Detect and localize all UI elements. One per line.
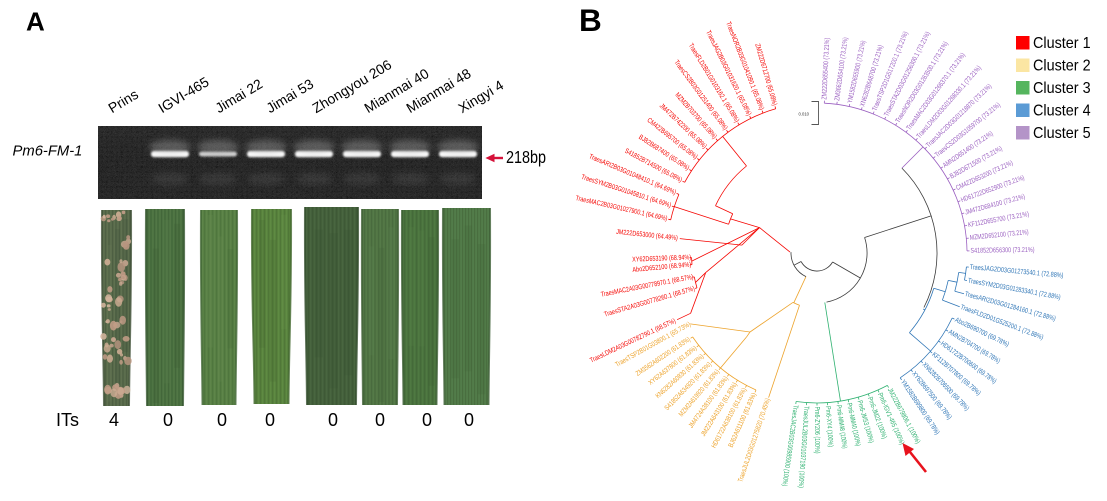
svg-text:Cluster 5: Cluster 5 <box>1033 124 1091 142</box>
svg-text:XY62D653190 (68.94%): XY62D653190 (68.94%) <box>632 254 691 263</box>
svg-text:ITs: ITs <box>56 410 79 430</box>
svg-text:Pm6-ZY206 (100%): Pm6-ZY206 (100%) <box>813 407 820 454</box>
svg-text:Pm6-FM-1: Pm6-FM-1 <box>13 144 83 160</box>
svg-text:Cluster 4: Cluster 4 <box>1033 102 1091 120</box>
svg-text:0: 0 <box>328 410 338 430</box>
svg-text:0: 0 <box>163 410 173 430</box>
svg-text:0: 0 <box>217 410 227 430</box>
svg-text:Cluster 3: Cluster 3 <box>1033 79 1091 97</box>
svg-text:Cluster 1: Cluster 1 <box>1033 34 1091 52</box>
svg-text:0: 0 <box>464 410 474 430</box>
svg-text:A: A <box>26 7 45 37</box>
svg-text:4: 4 <box>109 410 119 430</box>
svg-text:Pm6-XY4 (100%): Pm6-XY4 (100%) <box>824 406 834 447</box>
svg-text:B: B <box>579 2 602 38</box>
svg-text:Cluster 2: Cluster 2 <box>1033 57 1091 75</box>
svg-text:0: 0 <box>422 410 432 430</box>
svg-text:0.010: 0.010 <box>799 112 810 117</box>
svg-text:218bp: 218bp <box>506 148 546 168</box>
svg-text:S41852D656300 (73.21%): S41852D656300 (73.21%) <box>970 247 1034 255</box>
svg-text:0: 0 <box>375 410 385 430</box>
svg-text:ZM222D655400 (73.21%): ZM222D655400 (73.21%) <box>821 38 831 100</box>
svg-text:0: 0 <box>265 410 275 430</box>
